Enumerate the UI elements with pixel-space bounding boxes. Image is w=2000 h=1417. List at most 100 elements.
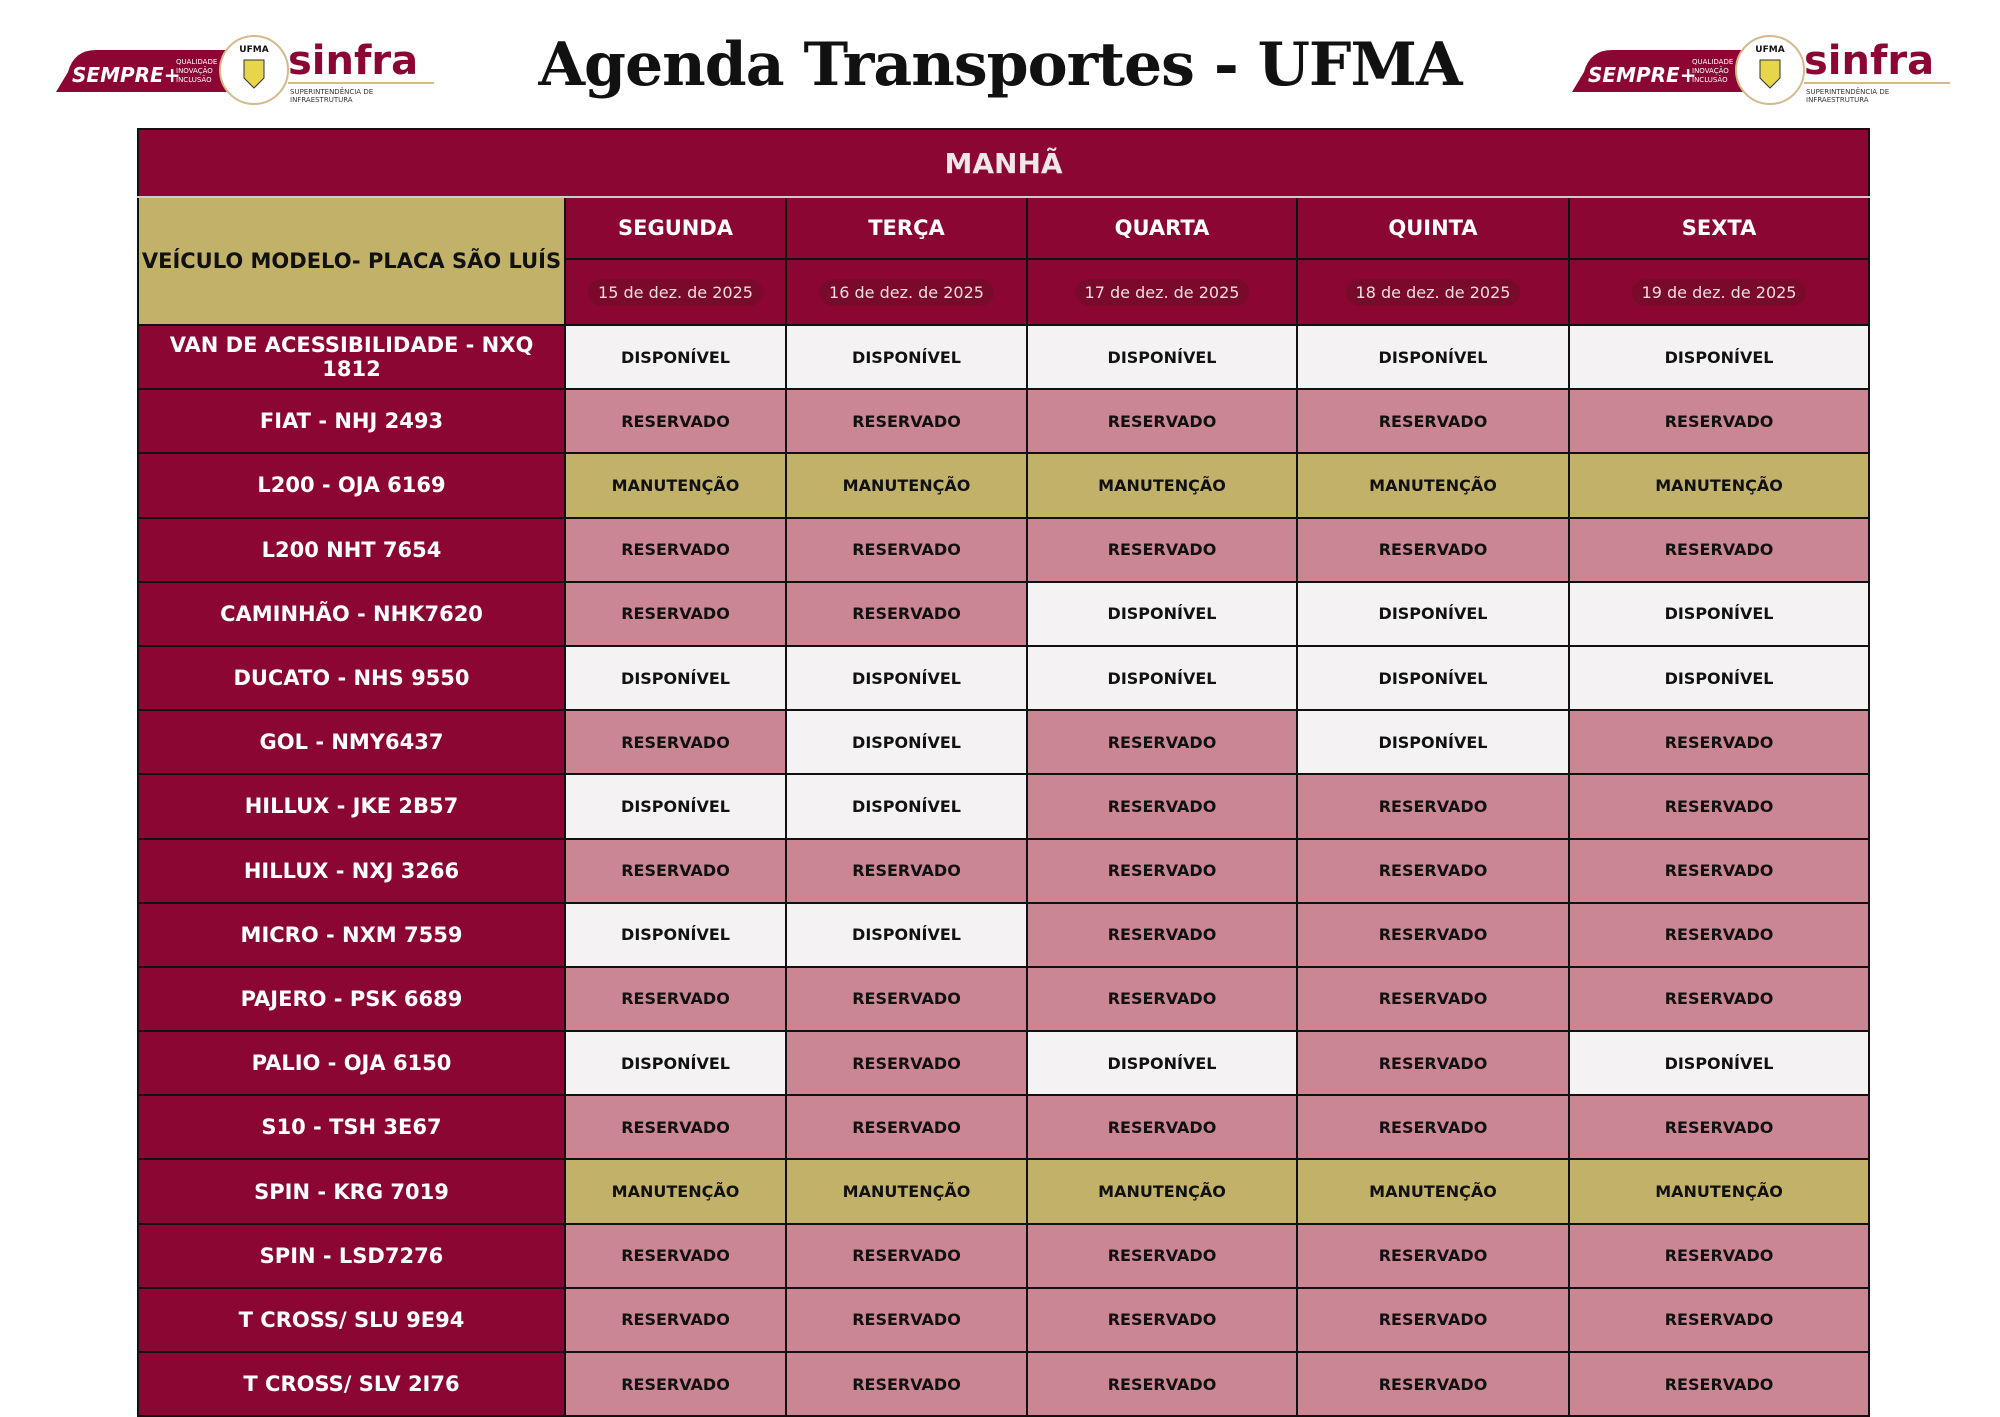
status-cell[interactable]: RESERVADO — [1026, 516, 1298, 583]
status-cell[interactable]: DISPONÍVEL — [1567, 1030, 1871, 1097]
status-cell[interactable]: RESERVADO — [1026, 837, 1298, 904]
status-cell[interactable]: RESERVADO — [564, 516, 787, 583]
status-cell[interactable]: RESERVADO — [1296, 1286, 1570, 1354]
status-cell[interactable]: RESERVADO — [1026, 1094, 1298, 1161]
status-cell[interactable]: DISPONÍVEL — [1567, 644, 1871, 712]
status-cell[interactable]: MANUTENÇÃO — [1296, 452, 1570, 519]
status-cell[interactable]: DISPONÍVEL — [1026, 580, 1298, 647]
status-cell[interactable]: RESERVADO — [1296, 1222, 1570, 1289]
status-cell[interactable]: DISPONÍVEL — [1296, 323, 1570, 391]
status-cell[interactable]: MANUTENÇÃO — [564, 452, 787, 519]
status-cell[interactable]: DISPONÍVEL — [1026, 323, 1298, 391]
status-cell[interactable]: RESERVADO — [1026, 1350, 1298, 1417]
status-cell[interactable]: DISPONÍVEL — [1026, 644, 1298, 712]
svg-text:SEMPRE+: SEMPRE+ — [72, 63, 180, 87]
table-row: DUCATO - NHS 9550 DISPONÍVEL DISPONÍVEL DIS… — [137, 644, 1871, 712]
status-cell[interactable]: DISPONÍVEL — [785, 709, 1028, 776]
status-cell[interactable]: RESERVADO — [1296, 773, 1570, 840]
status-cell[interactable]: RESERVADO — [785, 837, 1028, 904]
date-chip[interactable]: 16 de dez. de 2025 — [819, 278, 994, 306]
status-cell[interactable]: MANUTENÇÃO — [785, 452, 1028, 519]
status-cell[interactable]: RESERVADO — [564, 1350, 787, 1417]
status-cell[interactable]: DISPONÍVEL — [564, 1030, 787, 1097]
table-row: S10 - TSH 3E67 RESERVADO RESERVADO RESERVAD… — [137, 1094, 1871, 1161]
date-chip[interactable]: 19 de dez. de 2025 — [1631, 278, 1807, 306]
status-cell[interactable]: RESERVADO — [1567, 773, 1871, 840]
status-cell[interactable]: RESERVADO — [1567, 901, 1871, 968]
status-cell[interactable]: RESERVADO — [785, 965, 1028, 1033]
status-cell[interactable]: RESERVADO — [785, 1094, 1028, 1161]
status-cell[interactable]: RESERVADO — [1026, 1222, 1298, 1289]
table-row: VAN DE ACESSIBILIDADE - NXQ 1812 DISPONÍV… — [137, 323, 1871, 391]
status-cell[interactable]: RESERVADO — [1296, 1350, 1570, 1417]
vehicle-cell: GOL - NMY6437 — [137, 709, 566, 776]
status-cell[interactable]: RESERVADO — [785, 1222, 1028, 1289]
status-cell[interactable]: DISPONÍVEL — [1026, 1030, 1298, 1097]
date-chip[interactable]: 15 de dez. de 2025 — [588, 278, 763, 306]
status-cell[interactable]: DISPONÍVEL — [1296, 709, 1570, 776]
status-cell[interactable]: RESERVADO — [564, 709, 787, 776]
status-cell[interactable]: RESERVADO — [1567, 516, 1871, 583]
status-cell[interactable]: RESERVADO — [1026, 1286, 1298, 1354]
status-cell[interactable]: DISPONÍVEL — [1296, 580, 1570, 647]
status-cell[interactable]: RESERVADO — [1567, 1350, 1871, 1417]
status-cell[interactable]: RESERVADO — [785, 1350, 1028, 1417]
status-cell[interactable]: DISPONÍVEL — [564, 644, 787, 712]
status-cell[interactable]: RESERVADO — [785, 1030, 1028, 1097]
status-cell[interactable]: RESERVADO — [1296, 1094, 1570, 1161]
date-chip[interactable]: 17 de dez. de 2025 — [1074, 278, 1250, 306]
status-cell[interactable]: RESERVADO — [564, 388, 787, 455]
status-cell[interactable]: RESERVADO — [564, 837, 787, 904]
status-cell[interactable]: RESERVADO — [1026, 388, 1298, 455]
status-cell[interactable]: RESERVADO — [1026, 773, 1298, 840]
status-cell[interactable]: MANUTENÇÃO — [1567, 452, 1871, 519]
status-cell[interactable]: RESERVADO — [564, 580, 787, 647]
status-cell[interactable]: RESERVADO — [564, 1094, 787, 1161]
status-cell[interactable]: RESERVADO — [1567, 388, 1871, 455]
status-cell[interactable]: DISPONÍVEL — [1567, 323, 1871, 391]
status-cell[interactable]: RESERVADO — [785, 580, 1028, 647]
status-cell[interactable]: RESERVADO — [785, 388, 1028, 455]
status-cell[interactable]: MANUTENÇÃO — [1026, 452, 1298, 519]
status-cell[interactable]: RESERVADO — [1296, 516, 1570, 583]
status-cell[interactable]: RESERVADO — [1026, 709, 1298, 776]
vehicle-cell: T CROSS/ SLV 2I76 — [137, 1350, 566, 1417]
svg-text:SUPERINTENDÊNCIA DE: SUPERINTENDÊNCIA DE — [290, 87, 373, 96]
status-cell[interactable]: DISPONÍVEL — [564, 901, 787, 968]
svg-text:QUALIDADE: QUALIDADE — [1692, 58, 1733, 66]
status-cell[interactable]: RESERVADO — [1567, 1222, 1871, 1289]
status-cell[interactable]: DISPONÍVEL — [785, 773, 1028, 840]
status-cell[interactable]: RESERVADO — [1026, 965, 1298, 1033]
status-cell[interactable]: MANUTENÇÃO — [564, 1158, 787, 1225]
status-cell[interactable]: RESERVADO — [1567, 1286, 1871, 1354]
status-cell[interactable]: RESERVADO — [564, 1286, 787, 1354]
status-cell[interactable]: DISPONÍVEL — [564, 773, 787, 840]
status-cell[interactable]: MANUTENÇÃO — [785, 1158, 1028, 1225]
vehicle-cell: T CROSS/ SLU 9E94 — [137, 1286, 566, 1354]
status-cell[interactable]: RESERVADO — [1567, 965, 1871, 1033]
status-cell[interactable]: DISPONÍVEL — [1296, 644, 1570, 712]
date-chip[interactable]: 18 de dez. de 2025 — [1345, 278, 1521, 306]
status-cell[interactable]: RESERVADO — [1567, 1094, 1871, 1161]
status-cell[interactable]: RESERVADO — [1296, 901, 1570, 968]
status-cell[interactable]: RESERVADO — [785, 516, 1028, 583]
status-cell[interactable]: RESERVADO — [1296, 1030, 1570, 1097]
status-cell[interactable]: RESERVADO — [1567, 709, 1871, 776]
status-cell[interactable]: RESERVADO — [1026, 901, 1298, 968]
status-cell[interactable]: MANUTENÇÃO — [1296, 1158, 1570, 1225]
status-cell[interactable]: RESERVADO — [564, 1222, 787, 1289]
status-cell[interactable]: DISPONÍVEL — [785, 901, 1028, 968]
status-cell[interactable]: DISPONÍVEL — [1567, 580, 1871, 647]
vehicle-cell: SPIN - KRG 7019 — [137, 1158, 566, 1225]
status-cell[interactable]: RESERVADO — [1296, 837, 1570, 904]
status-cell[interactable]: RESERVADO — [1296, 965, 1570, 1033]
status-cell[interactable]: DISPONÍVEL — [785, 323, 1028, 391]
status-cell[interactable]: MANUTENÇÃO — [1026, 1158, 1298, 1225]
status-cell[interactable]: MANUTENÇÃO — [1567, 1158, 1871, 1225]
status-cell[interactable]: DISPONÍVEL — [564, 323, 787, 391]
status-cell[interactable]: RESERVADO — [1567, 837, 1871, 904]
status-cell[interactable]: RESERVADO — [564, 965, 787, 1033]
status-cell[interactable]: RESERVADO — [1296, 388, 1570, 455]
status-cell[interactable]: RESERVADO — [785, 1286, 1028, 1354]
status-cell[interactable]: DISPONÍVEL — [785, 644, 1028, 712]
